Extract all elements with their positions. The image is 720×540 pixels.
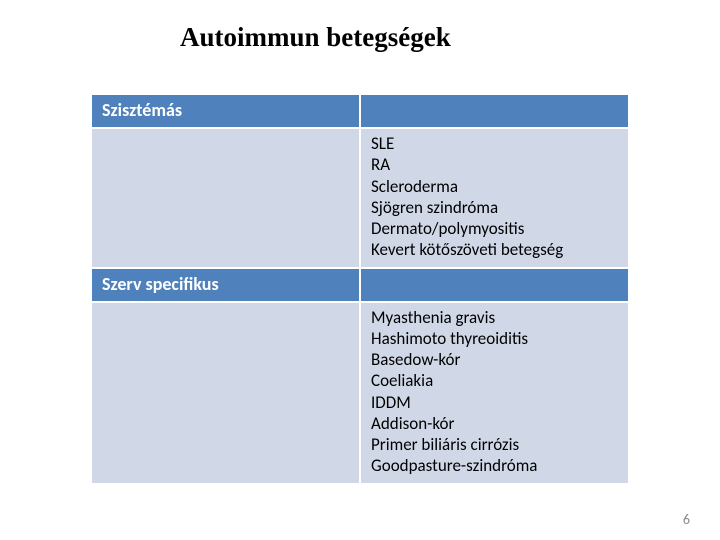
list-item: RA bbox=[371, 154, 618, 175]
section-body-items: Myasthenia gravis Hashimoto thyreoiditis… bbox=[360, 302, 629, 484]
table-row: Szerv specifikus bbox=[91, 268, 629, 302]
list-item: Scleroderma bbox=[371, 176, 618, 197]
table-row: Szisztémás bbox=[91, 94, 629, 128]
autoimmune-table-wrap: Szisztémás SLE RA Scleroderma Sjögren sz… bbox=[90, 93, 630, 485]
list-item: Basedow-kór bbox=[371, 349, 618, 370]
section-body-items: SLE RA Scleroderma Sjögren szindróma Der… bbox=[360, 128, 629, 268]
list-item: Coeliakia bbox=[371, 370, 618, 391]
section-header-empty bbox=[360, 268, 629, 302]
slide-title: Autoimmun betegségek bbox=[180, 22, 680, 53]
table-row: Myasthenia gravis Hashimoto thyreoiditis… bbox=[91, 302, 629, 484]
list-item: Dermato/polymyositis bbox=[371, 218, 618, 239]
slide: Autoimmun betegségek Szisztémás SLE RA S… bbox=[0, 0, 720, 540]
section-header-cell: Szisztémás bbox=[91, 94, 360, 128]
section-header-empty bbox=[360, 94, 629, 128]
list-item: Primer biliáris cirrózis bbox=[371, 434, 618, 455]
section-header-cell: Szerv specifikus bbox=[91, 268, 360, 302]
list-item: Hashimoto thyreoiditis bbox=[371, 328, 618, 349]
page-number: 6 bbox=[683, 511, 690, 528]
autoimmune-table: Szisztémás SLE RA Scleroderma Sjögren sz… bbox=[90, 93, 630, 485]
list-item: SLE bbox=[371, 133, 618, 154]
list-item: Goodpasture-szindróma bbox=[371, 455, 618, 476]
section-body-empty bbox=[91, 302, 360, 484]
list-item: Addison-kór bbox=[371, 413, 618, 434]
list-item: IDDM bbox=[371, 392, 618, 413]
section-body-empty bbox=[91, 128, 360, 268]
list-item: Myasthenia gravis bbox=[371, 307, 618, 328]
table-row: SLE RA Scleroderma Sjögren szindróma Der… bbox=[91, 128, 629, 268]
list-item: Kevert kötőszöveti betegség bbox=[371, 239, 618, 260]
list-item: Sjögren szindróma bbox=[371, 197, 618, 218]
